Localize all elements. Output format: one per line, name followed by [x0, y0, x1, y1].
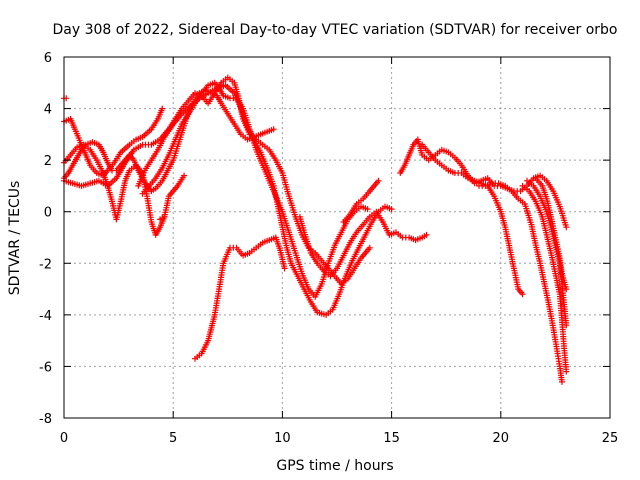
series-track-1 [61, 95, 70, 102]
data-markers [157, 172, 188, 223]
data-markers [61, 74, 373, 287]
data-series [61, 74, 570, 385]
series-track-9 [192, 234, 288, 362]
axis-ticks: 0 5 10 15 20 25 -8 -6 -4 -2 0 2 4 6 [39, 51, 618, 446]
series-track-12 [397, 136, 570, 231]
y-tick-label: 4 [44, 103, 52, 118]
data-markers [340, 177, 382, 225]
data-markers [61, 105, 166, 179]
series-track-2 [61, 105, 166, 179]
data-markers [296, 208, 430, 280]
x-tick-label: 25 [602, 431, 619, 446]
data-markers [139, 79, 371, 300]
y-tick-label: -4 [39, 309, 52, 324]
x-tick-label: 15 [383, 431, 400, 446]
chart-title: Day 308 of 2022, Sidereal Day-to-day VTE… [53, 22, 618, 38]
data-markers [532, 175, 570, 293]
x-axis-label: GPS time / hours [276, 458, 393, 474]
y-tick-label: -2 [39, 257, 52, 272]
series-track-13 [419, 141, 526, 298]
data-markers [192, 234, 288, 362]
data-markers [397, 136, 570, 231]
y-tick-label: -8 [39, 412, 52, 427]
series-track-15 [519, 182, 570, 375]
data-markers [135, 82, 395, 318]
series-track-5 [61, 74, 373, 287]
data-markers [519, 182, 570, 375]
data-markers [61, 87, 277, 195]
y-tick-label: 2 [44, 154, 52, 169]
y-tick-label: 6 [44, 51, 52, 66]
y-tick-label: 0 [44, 206, 52, 221]
x-tick-label: 10 [274, 431, 291, 446]
grid-lines [64, 57, 610, 418]
series-track-14 [476, 180, 565, 385]
data-markers [476, 180, 565, 385]
series-track-17 [532, 175, 570, 293]
x-tick-label: 5 [169, 431, 177, 446]
data-markers [419, 141, 526, 298]
series-track-8 [157, 172, 188, 223]
series-track-7 [139, 79, 371, 300]
series-track-3 [61, 87, 277, 195]
plot-border [63, 56, 611, 419]
y-tick-label: -6 [39, 360, 52, 375]
x-tick-label: 20 [493, 431, 510, 446]
data-markers [61, 95, 70, 102]
series-track-6 [135, 82, 395, 318]
y-axis-label: SDTVAR / TECUs [7, 181, 23, 296]
x-tick-label: 0 [60, 431, 68, 446]
series-track-11 [340, 177, 382, 225]
series-track-10 [296, 208, 430, 280]
